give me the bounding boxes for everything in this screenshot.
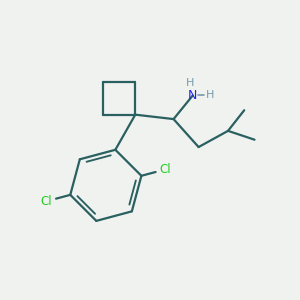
Text: N: N <box>188 89 197 102</box>
Text: H: H <box>186 78 194 88</box>
Text: Cl: Cl <box>160 163 171 176</box>
Text: Cl: Cl <box>40 195 52 208</box>
Text: H: H <box>206 90 214 100</box>
